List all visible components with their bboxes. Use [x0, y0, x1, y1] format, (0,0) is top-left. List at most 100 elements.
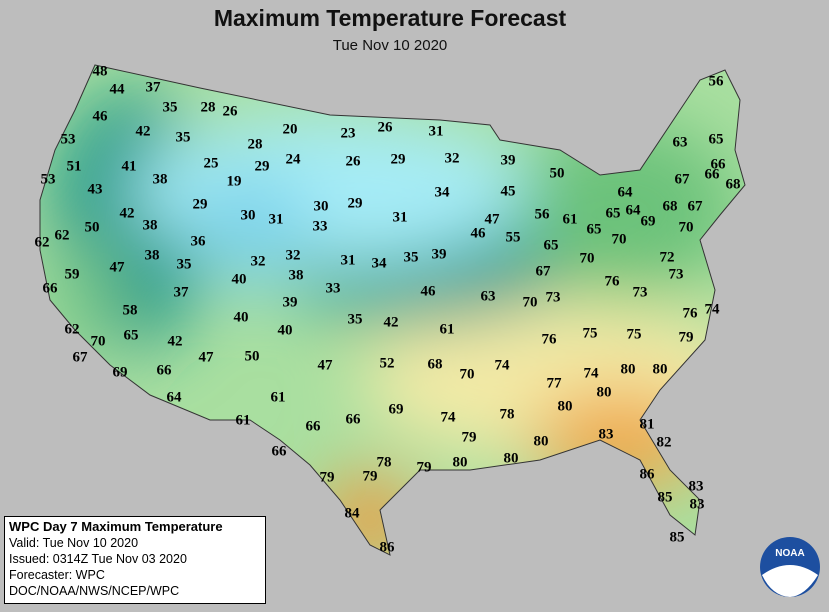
temperature-label: 42 [136, 123, 151, 139]
temperature-label: 23 [341, 125, 356, 141]
temperature-label: 77 [547, 375, 563, 391]
temperature-label: 37 [174, 284, 190, 300]
temperature-label: 66 [705, 166, 721, 182]
temperature-label: 68 [663, 198, 678, 214]
temperature-label: 48 [93, 63, 108, 79]
temperature-label: 51 [67, 158, 82, 174]
temperature-label: 36 [191, 233, 207, 249]
temperature-label: 75 [627, 326, 642, 342]
temperature-label: 61 [563, 211, 578, 227]
us-border [39, 64, 746, 556]
temperature-label: 66 [711, 156, 727, 172]
temperature-label: 83 [690, 496, 705, 512]
temperature-label: 31 [269, 211, 284, 227]
temperature-label: 46 [471, 225, 487, 241]
temperature-label: 26 [346, 153, 362, 169]
temperature-label: 70 [679, 219, 694, 235]
temperature-label: 38 [153, 171, 168, 187]
temperature-label: 45 [501, 183, 516, 199]
temperature-label: 67 [536, 263, 552, 279]
temperature-label: 83 [599, 426, 614, 442]
temperature-label: 39 [432, 246, 447, 262]
temperature-label: 47 [110, 259, 126, 275]
temperature-label: 38 [289, 267, 304, 283]
temperature-label: 80 [534, 433, 549, 449]
temperature-label: 73 [669, 266, 684, 282]
temperature-label: 40 [278, 322, 293, 338]
temperature-label: 63 [673, 134, 688, 150]
temperature-label: 66 [43, 280, 59, 296]
temperature-label: 26 [378, 119, 394, 135]
temperature-label: 34 [372, 255, 388, 271]
temperature-label: 62 [35, 234, 50, 250]
temperature-label: 47 [199, 349, 215, 365]
temperature-label: 64 [618, 184, 634, 200]
info-line: Issued: 0314Z Tue Nov 03 2020 [9, 552, 187, 566]
temperature-label: 42 [120, 205, 135, 221]
temperature-label: 65 [709, 131, 724, 147]
temperature-label: 80 [453, 454, 468, 470]
temperature-label: 31 [341, 252, 356, 268]
temperature-label: 72 [660, 249, 675, 265]
temperature-label: 70 [91, 333, 106, 349]
temperature-label: 80 [597, 384, 612, 400]
temperature-label: 69 [113, 364, 128, 380]
temperature-label: 79 [320, 469, 335, 485]
temperature-label: 86 [640, 466, 656, 482]
temperature-label: 81 [640, 416, 655, 432]
temperature-label: 41 [122, 158, 137, 174]
temperature-label: 76 [683, 305, 699, 321]
temperature-label: 56 [709, 73, 725, 89]
temperature-label: 79 [679, 329, 694, 345]
temperature-label: 69 [641, 213, 656, 229]
temperature-label: 38 [145, 247, 160, 263]
temperature-label: 39 [283, 294, 298, 310]
temperature-label: 53 [41, 171, 56, 187]
temperature-label: 75 [583, 325, 598, 341]
temperature-label: 85 [670, 529, 685, 545]
temperature-label: 78 [500, 406, 515, 422]
temperature-label: 40 [234, 309, 249, 325]
temperature-label: 78 [377, 454, 392, 470]
temperature-label: 80 [653, 361, 668, 377]
temperature-label: 40 [232, 271, 247, 287]
temperature-label: 33 [313, 218, 328, 234]
temperature-label: 32 [445, 150, 460, 166]
temperature-label: 35 [176, 129, 191, 145]
temperature-label: 76 [542, 331, 558, 347]
temperature-label: 38 [143, 217, 158, 233]
temperature-label: 65 [587, 221, 602, 237]
temperature-label: 46 [93, 108, 109, 124]
map-date: Tue Nov 10 2020 [333, 37, 448, 54]
temperature-label: 61 [236, 412, 251, 428]
temperature-label: 63 [481, 288, 496, 304]
temperature-label: 65 [124, 327, 139, 343]
temperature-label: 80 [504, 450, 519, 466]
temperature-label: 19 [227, 173, 242, 189]
temperature-label: 86 [380, 539, 396, 555]
temperature-label: 29 [193, 196, 208, 212]
info-line: Forecaster: WPC [9, 568, 105, 582]
temperature-label: 47 [485, 211, 501, 227]
info-line: Valid: Tue Nov 10 2020 [9, 536, 139, 550]
temperature-label: 70 [460, 366, 475, 382]
temperature-label: 70 [580, 250, 595, 266]
temperature-label: 76 [605, 273, 621, 289]
map-title: Maximum Temperature Forecast [214, 5, 567, 31]
temperature-label: 74 [584, 365, 600, 381]
temperature-label: 20 [283, 121, 298, 137]
temperature-label: 43 [88, 181, 103, 197]
temperature-label: 42 [168, 333, 183, 349]
temperature-label: 68 [726, 176, 741, 192]
temperature-label: 50 [550, 165, 565, 181]
temperature-label: 79 [363, 468, 378, 484]
temperature-label: 80 [621, 361, 636, 377]
temperature-label: 69 [389, 401, 404, 417]
temperature-label: 83 [689, 478, 704, 494]
temperature-label: 28 [201, 99, 216, 115]
temperature-label: 79 [417, 459, 432, 475]
temperature-label: 84 [345, 505, 361, 521]
temperature-label: 29 [348, 195, 363, 211]
